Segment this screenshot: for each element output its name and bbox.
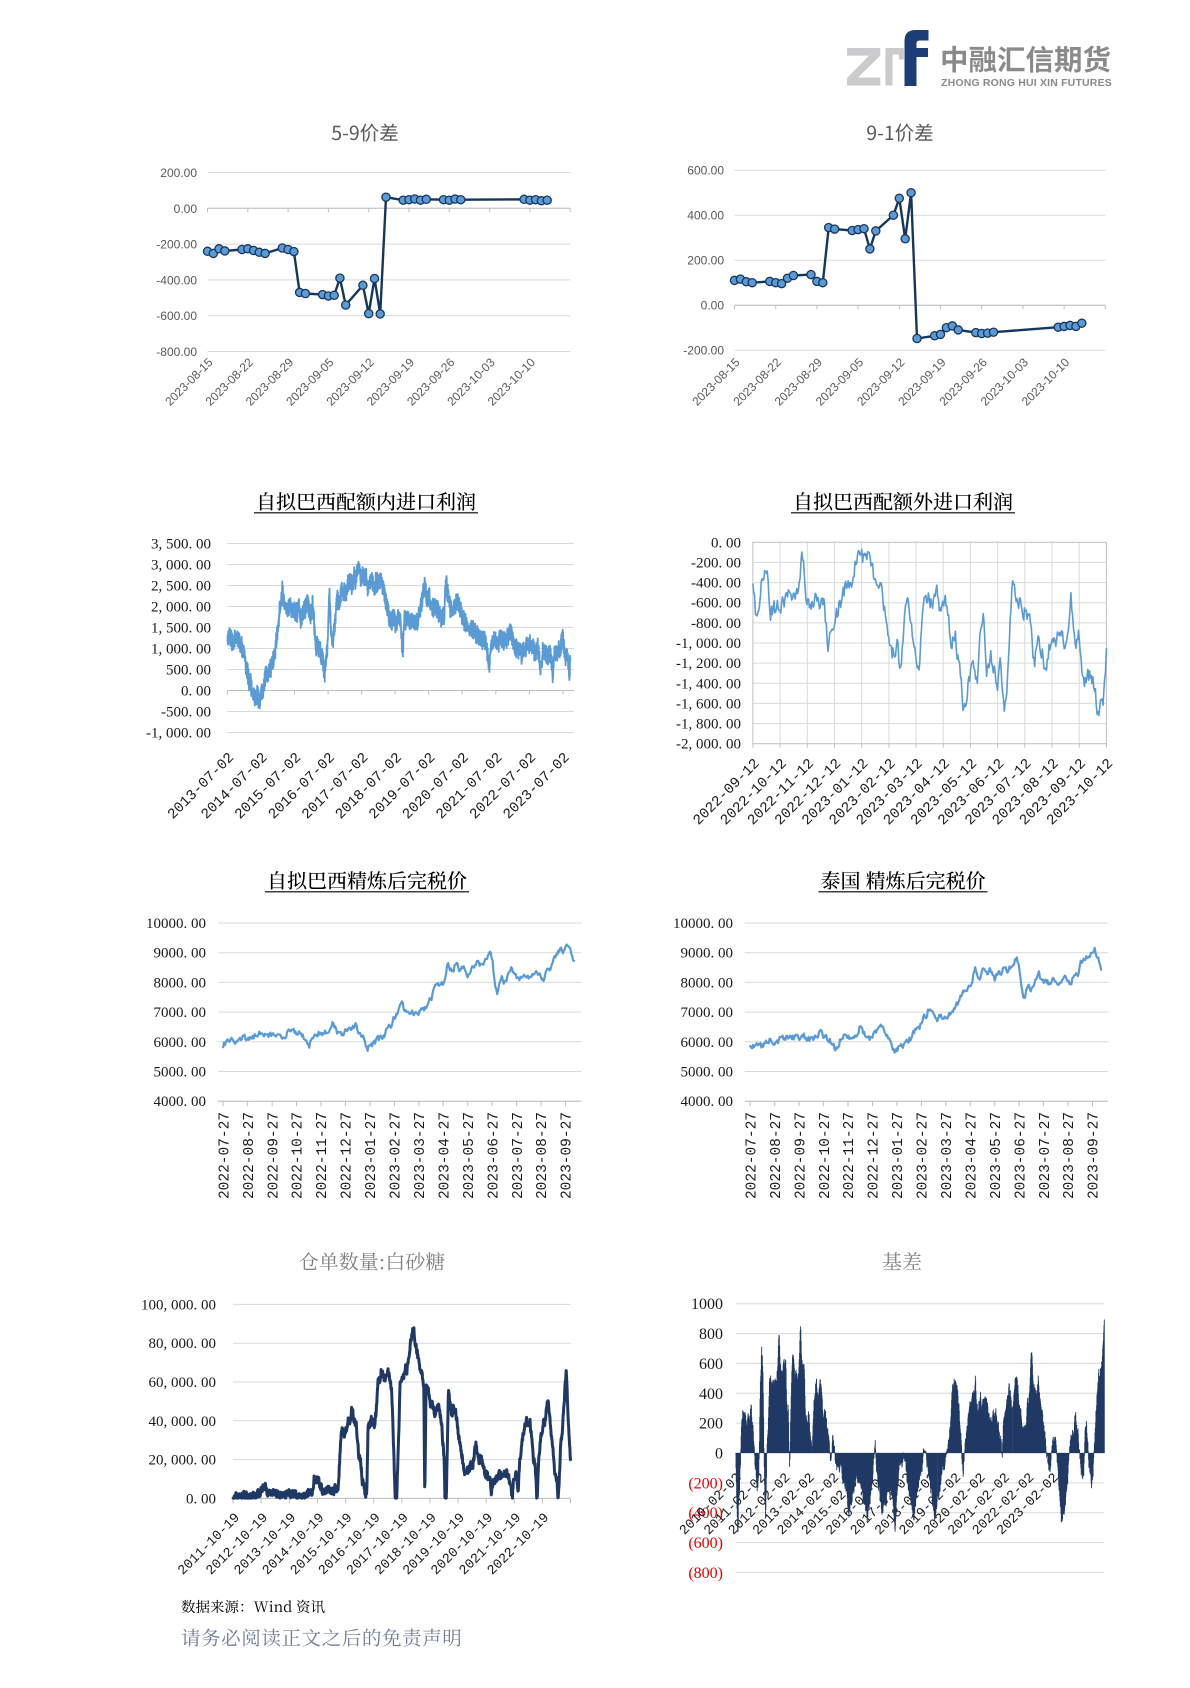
svg-text:-200.00: -200.00 (683, 344, 724, 358)
svg-text:7000. 00: 7000. 00 (681, 1005, 734, 1021)
svg-text:2023-06-27: 2023-06-27 (1013, 1112, 1029, 1199)
svg-text:-800. 00: -800. 00 (691, 616, 741, 632)
svg-text:600: 600 (699, 1356, 723, 1373)
svg-text:2023-07-27: 2023-07-27 (511, 1112, 527, 1199)
svg-text:2023-04-27: 2023-04-27 (437, 1112, 453, 1199)
svg-text:200: 200 (699, 1416, 723, 1433)
svg-text:-1, 400. 00: -1, 400. 00 (676, 676, 741, 692)
svg-text:1, 000. 00: 1, 000. 00 (151, 642, 211, 658)
svg-text:200.00: 200.00 (687, 254, 724, 268)
svg-text:3, 000. 00: 3, 000. 00 (151, 558, 211, 574)
svg-text:1000: 1000 (691, 1296, 723, 1313)
svg-text:1, 500. 00: 1, 500. 00 (151, 621, 211, 637)
svg-text:2023-08-27: 2023-08-27 (535, 1112, 551, 1199)
svg-text:(400): (400) (688, 1505, 723, 1522)
svg-text:2023-03-27: 2023-03-27 (940, 1112, 956, 1199)
svg-text:2023-09-27: 2023-09-27 (1087, 1112, 1103, 1199)
svg-text:2022-11-27: 2022-11-27 (842, 1112, 858, 1199)
svg-text:0. 00: 0. 00 (181, 684, 211, 700)
svg-text:-200.00: -200.00 (156, 238, 197, 252)
svg-text:6000. 00: 6000. 00 (154, 1035, 207, 1051)
svg-text:2022-09-27: 2022-09-27 (266, 1112, 282, 1199)
svg-text:20, 000. 00: 20, 000. 00 (149, 1453, 217, 1469)
svg-text:2023-06-27: 2023-06-27 (486, 1112, 502, 1199)
svg-text:400.00: 400.00 (687, 209, 724, 223)
svg-text:-1, 600. 00: -1, 600. 00 (676, 696, 741, 712)
svg-text:-1, 200. 00: -1, 200. 00 (676, 656, 741, 672)
svg-text:0. 00: 0. 00 (186, 1491, 216, 1507)
svg-text:2022-09-27: 2022-09-27 (793, 1112, 809, 1199)
svg-text:7000. 00: 7000. 00 (154, 1005, 207, 1021)
svg-text:9000. 00: 9000. 00 (154, 946, 207, 962)
svg-text:10000. 00: 10000. 00 (146, 916, 206, 932)
svg-text:-600.00: -600.00 (156, 309, 197, 323)
svg-text:2023-01-27: 2023-01-27 (891, 1112, 907, 1199)
svg-text:(200): (200) (688, 1475, 723, 1492)
svg-text:2022-10-27: 2022-10-27 (818, 1112, 834, 1199)
svg-text:5000. 00: 5000. 00 (681, 1065, 734, 1081)
svg-text:0. 00: 0. 00 (711, 535, 741, 551)
svg-text:2023-05-27: 2023-05-27 (462, 1112, 478, 1199)
svg-text:-1, 000. 00: -1, 000. 00 (146, 726, 211, 742)
svg-text:-500. 00: -500. 00 (161, 705, 211, 721)
svg-text:2023-08-27: 2023-08-27 (1062, 1112, 1078, 1199)
svg-text:ZHONG RONG HUI XIN FUTURES: ZHONG RONG HUI XIN FUTURES (941, 77, 1112, 89)
svg-text:80, 000. 00: 80, 000. 00 (149, 1336, 217, 1352)
svg-text:2023-01-27: 2023-01-27 (364, 1112, 380, 1199)
svg-text:0.00: 0.00 (701, 299, 725, 313)
svg-text:2023-05-27: 2023-05-27 (989, 1112, 1005, 1199)
svg-text:-200. 00: -200. 00 (691, 555, 741, 571)
svg-text:2023-09-27: 2023-09-27 (560, 1112, 576, 1199)
svg-text:4000. 00: 4000. 00 (154, 1094, 207, 1110)
svg-text:2022-11-27: 2022-11-27 (315, 1112, 331, 1199)
svg-text:2023-04-27: 2023-04-27 (965, 1112, 981, 1199)
svg-text:2, 000. 00: 2, 000. 00 (151, 600, 211, 616)
svg-text:10000. 00: 10000. 00 (673, 916, 733, 932)
svg-text:3, 500. 00: 3, 500. 00 (151, 537, 211, 553)
svg-text:(800): (800) (688, 1565, 723, 1582)
svg-text:9000. 00: 9000. 00 (681, 946, 734, 962)
svg-text:8000. 00: 8000. 00 (154, 975, 207, 991)
svg-text:(600): (600) (688, 1535, 723, 1552)
svg-text:0.00: 0.00 (174, 202, 198, 216)
svg-text:-600. 00: -600. 00 (691, 596, 741, 612)
svg-text:60, 000. 00: 60, 000. 00 (149, 1375, 217, 1391)
svg-text:2, 500. 00: 2, 500. 00 (151, 579, 211, 595)
svg-text:-400.00: -400.00 (156, 273, 197, 287)
svg-text:2023-03-27: 2023-03-27 (413, 1112, 429, 1199)
svg-text:8000. 00: 8000. 00 (681, 975, 734, 991)
svg-text:200.00: 200.00 (160, 166, 197, 180)
svg-text:2022-08-27: 2022-08-27 (242, 1112, 258, 1199)
svg-text:4000. 00: 4000. 00 (681, 1094, 734, 1110)
svg-text:500. 00: 500. 00 (166, 663, 211, 679)
svg-text:0: 0 (715, 1446, 723, 1463)
svg-text:2023-02-27: 2023-02-27 (389, 1112, 405, 1199)
svg-text:800: 800 (699, 1326, 723, 1343)
svg-text:600.00: 600.00 (687, 164, 724, 178)
svg-text:2022-12-27: 2022-12-27 (340, 1112, 356, 1199)
svg-text:400: 400 (699, 1386, 723, 1403)
svg-text:5000. 00: 5000. 00 (154, 1065, 207, 1081)
svg-text:2022-10-27: 2022-10-27 (291, 1112, 307, 1199)
svg-text:-800.00: -800.00 (156, 345, 197, 359)
svg-text:40, 000. 00: 40, 000. 00 (149, 1414, 217, 1430)
svg-text:2023-02-27: 2023-02-27 (916, 1112, 932, 1199)
svg-text:-2, 000. 00: -2, 000. 00 (676, 737, 741, 753)
svg-text:2022-07-27: 2022-07-27 (744, 1112, 760, 1199)
svg-text:6000. 00: 6000. 00 (681, 1035, 734, 1051)
svg-text:100, 000. 00: 100, 000. 00 (141, 1297, 216, 1313)
svg-text:2022-12-27: 2022-12-27 (867, 1112, 883, 1199)
svg-text:-1, 000. 00: -1, 000. 00 (676, 636, 741, 652)
svg-text:2022-08-27: 2022-08-27 (769, 1112, 785, 1199)
svg-text:2023-07-27: 2023-07-27 (1038, 1112, 1054, 1199)
svg-text:-1, 800. 00: -1, 800. 00 (676, 717, 741, 733)
svg-text:-400. 00: -400. 00 (691, 576, 741, 592)
svg-text:2022-07-27: 2022-07-27 (217, 1112, 233, 1199)
